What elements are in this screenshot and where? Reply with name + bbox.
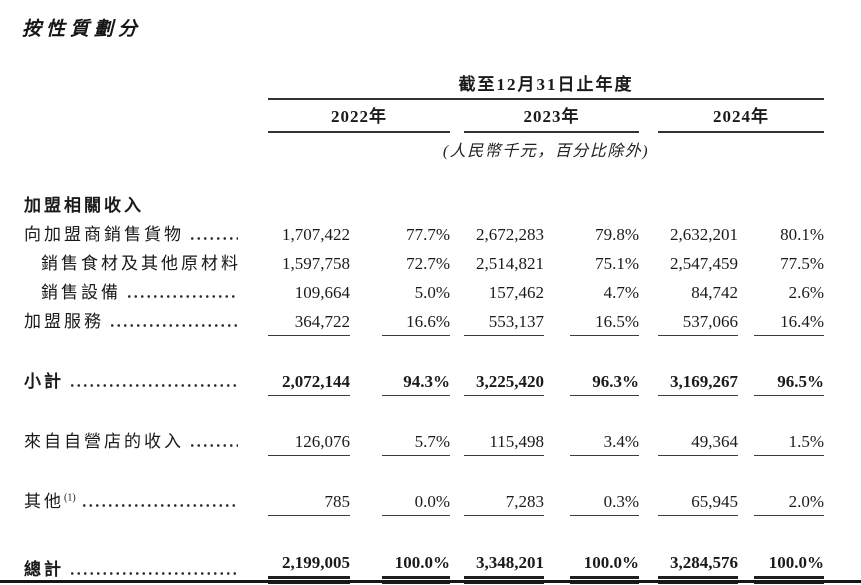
- double-rule: [754, 576, 824, 584]
- dot-leader: [109, 323, 238, 328]
- cell-value: 75.1%: [595, 254, 639, 273]
- cell-value: 2,547,459: [670, 254, 738, 273]
- cell-value: 2.6%: [788, 283, 824, 302]
- cell-value: 2,632,201: [670, 225, 738, 244]
- cell-value: 4.7%: [603, 283, 639, 302]
- section-header: 加盟相關收入: [24, 196, 144, 215]
- table-row: 其他(1) 785 0.0% 7,283 0.3% 65,945 2.0%: [24, 456, 824, 516]
- row-label: 加盟服務: [24, 307, 248, 336]
- revenue-by-nature-table: 截至12月31日止年度 2022年 2023年 2024年 (人民幣千元，百分比…: [24, 41, 824, 584]
- unit-note-row: (人民幣千元，百分比除外): [24, 133, 824, 163]
- cell-value: 1,707,422: [282, 225, 350, 244]
- period-header: 截至12月31日止年度: [268, 70, 824, 100]
- table-row: 加盟服務 364,722 16.6% 553,137 16.5% 537,066…: [24, 307, 824, 336]
- table-row: 銷售設備 109,664 5.0% 157,462 4.7% 84,742 2.…: [24, 278, 824, 307]
- total-row: 總計 2,199,005 100.0% 3,348,201 100.0% 3,2…: [24, 516, 824, 584]
- cell-value: 2,672,283: [476, 225, 544, 244]
- cell-value: 5.7%: [382, 432, 450, 456]
- row-label: 小計: [24, 367, 248, 396]
- cell-value: 0.3%: [570, 492, 639, 516]
- cell-value: 126,076: [268, 432, 350, 456]
- cell-value: 785: [268, 492, 350, 516]
- cell-value: 16.5%: [570, 312, 639, 336]
- cell-value: 16.6%: [382, 312, 450, 336]
- cell-value: 49,364: [658, 432, 738, 456]
- cell-value: 3,348,201: [476, 553, 544, 572]
- cell-value: 0.0%: [382, 492, 450, 516]
- cell-value: 115,498: [464, 432, 544, 456]
- double-rule: [382, 576, 450, 584]
- year-header-2022: 2022年: [268, 102, 450, 133]
- cell-value: 3.4%: [570, 432, 639, 456]
- dot-leader: [189, 236, 238, 241]
- cell-value: 2,514,821: [476, 254, 544, 273]
- row-label: 銷售食材及其他原材料: [41, 254, 241, 273]
- dot-leader: [126, 294, 238, 299]
- cell-value: 77.7%: [406, 225, 450, 244]
- cell-value: 7,283: [464, 492, 544, 516]
- cell-value: 100.0%: [394, 553, 450, 572]
- cell-value: 80.1%: [780, 225, 824, 244]
- row-label: 總計: [24, 555, 248, 584]
- cell-value: 537,066: [658, 312, 738, 336]
- cell-value: 96.5%: [754, 372, 824, 396]
- cell-value: 65,945: [658, 492, 738, 516]
- subtotal-row: 小計 2,072,144 94.3% 3,225,420 96.3% 3,169…: [24, 336, 824, 396]
- cell-value: 3,225,420: [464, 372, 544, 396]
- dot-leader: [69, 383, 238, 388]
- cell-value: 100.0%: [583, 553, 639, 572]
- cell-value: 2,072,144: [268, 372, 350, 396]
- year-header-row: 2022年 2023年 2024年: [24, 100, 824, 133]
- cell-value: 16.4%: [754, 312, 824, 336]
- double-rule: [268, 576, 350, 584]
- table-row: 來自自營店的收入 126,076 5.7% 115,498 3.4% 49,36…: [24, 396, 824, 456]
- cell-value: 109,664: [294, 283, 350, 302]
- cell-value: 2,199,005: [282, 553, 350, 572]
- dot-leader: [69, 571, 238, 576]
- row-label: 向加盟商銷售貨物: [24, 220, 248, 249]
- cell-value: 157,462: [488, 283, 544, 302]
- cell-value: 1,597,758: [282, 254, 350, 273]
- double-rule: [658, 576, 738, 584]
- table-row: 銷售食材及其他原材料 1,597,758 72.7% 2,514,821 75.…: [24, 249, 824, 278]
- section-header-row: 加盟相關收入: [24, 163, 824, 220]
- cell-value: 72.7%: [406, 254, 450, 273]
- page-title: 按性質劃分: [22, 19, 143, 40]
- cell-value: 94.3%: [382, 372, 450, 396]
- double-rule: [464, 576, 544, 584]
- cell-value: 79.8%: [595, 225, 639, 244]
- cell-value: 3,284,576: [670, 553, 738, 572]
- cell-value: 77.5%: [780, 254, 824, 273]
- period-header-row: 截至12月31日止年度: [24, 41, 824, 100]
- year-header-2024: 2024年: [658, 102, 824, 133]
- dot-leader: [80, 503, 238, 508]
- dot-leader: [189, 443, 238, 448]
- cell-value: 3,169,267: [658, 372, 738, 396]
- cell-value: 5.0%: [414, 283, 450, 302]
- cell-value: 2.0%: [754, 492, 824, 516]
- cell-value: 1.5%: [754, 432, 824, 456]
- footnote-ref: (1): [64, 492, 76, 504]
- cell-value: 84,742: [691, 283, 738, 302]
- double-rule: [570, 576, 639, 584]
- row-label: 來自自營店的收入: [24, 427, 248, 456]
- year-header-2023: 2023年: [464, 102, 639, 133]
- unit-note: (人民幣千元，百分比除外): [442, 143, 650, 160]
- cell-value: 364,722: [268, 312, 350, 336]
- table-row: 向加盟商銷售貨物 1,707,422 77.7% 2,672,283 79.8%…: [24, 220, 824, 249]
- cell-value: 553,137: [464, 312, 544, 336]
- cell-value: 96.3%: [570, 372, 639, 396]
- cell-value: 100.0%: [768, 553, 824, 572]
- row-label: 銷售設備: [24, 278, 248, 307]
- page-bottom-border: [0, 580, 861, 583]
- row-label: 其他(1): [24, 487, 248, 516]
